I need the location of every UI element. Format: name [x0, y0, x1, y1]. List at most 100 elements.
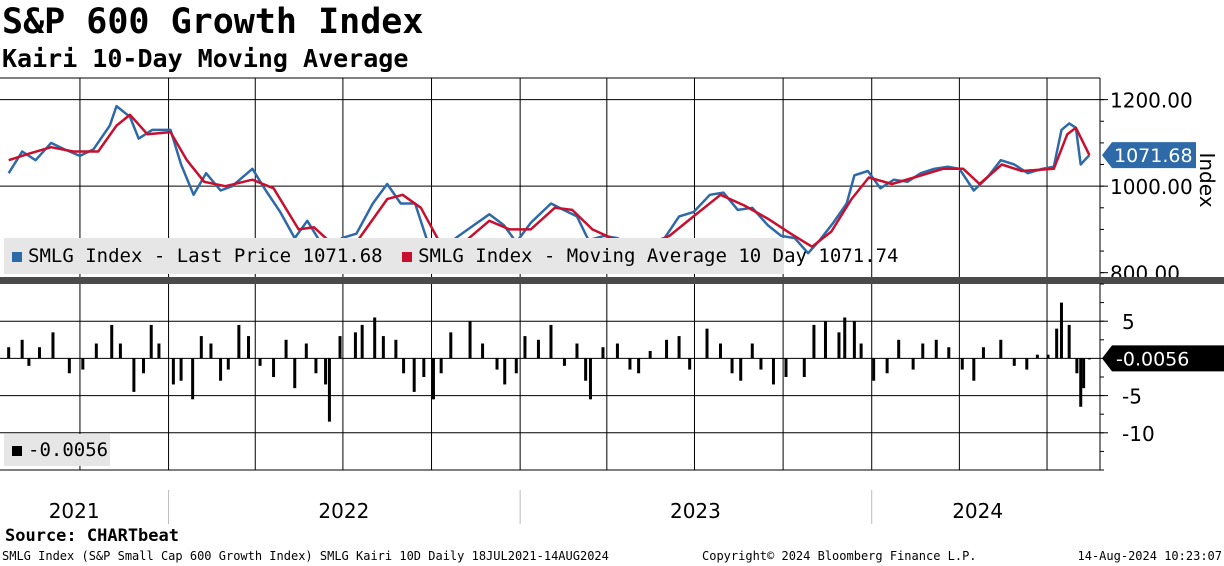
- kairi-bar: [284, 339, 288, 359]
- kairi-bar: [199, 336, 203, 359]
- x-tick-label: 2023: [670, 499, 721, 523]
- kairi-bar: [911, 358, 915, 370]
- kairi-bar: [324, 358, 328, 385]
- kairi-bar: [449, 332, 453, 359]
- y-tick-label: -10: [1122, 422, 1155, 446]
- kairi-bar: [304, 343, 308, 359]
- chart-title: S&P 600 Growth Index: [2, 2, 424, 42]
- y-axis-label: Index: [1195, 152, 1219, 207]
- y-tick-label: 1000.00: [1110, 175, 1193, 199]
- moving-average-swatch: [402, 251, 413, 262]
- kairi-bar: [837, 332, 841, 359]
- kairi-bar: [353, 332, 357, 359]
- kairi-bar: [373, 317, 377, 359]
- kairi-bar: [677, 336, 681, 359]
- kairi-bar: [802, 358, 806, 377]
- kairi-bar: [730, 358, 734, 374]
- last-price-callout: [1102, 142, 1196, 169]
- x-tick-label: 2021: [49, 499, 100, 523]
- kairi-bar: [27, 358, 31, 366]
- kairi-bar: [209, 343, 213, 359]
- kairi-bar: [314, 358, 318, 374]
- y-tick-label: 5: [1122, 310, 1135, 334]
- kairi-bar: [495, 358, 499, 370]
- kairi-bar: [1075, 358, 1079, 374]
- kairi-bar: [1059, 302, 1063, 359]
- kairi-bar: [823, 321, 827, 359]
- kairi-bar: [514, 358, 518, 374]
- y-tick-label: 1200.00: [1110, 89, 1193, 113]
- kairi-bar: [665, 339, 669, 359]
- kairi-bar: [412, 358, 416, 392]
- kairi-bar: [934, 339, 938, 359]
- kairi-legend-label: -0.0056: [28, 439, 109, 461]
- kairi-bar: [1055, 328, 1059, 359]
- kairi-bar: [852, 321, 856, 359]
- kairi-bar: [648, 350, 652, 359]
- last-price-legend-label: SMLG Index - Last Price 1071.68: [28, 245, 383, 267]
- kairi-bar: [523, 336, 527, 359]
- kairi-bar: [999, 339, 1003, 359]
- kairi-bar: [191, 358, 195, 400]
- kairi-bar: [132, 358, 136, 392]
- kairi-bar: [157, 343, 161, 359]
- kairi-bar: [503, 358, 507, 385]
- kairi-bar: [601, 347, 605, 359]
- kairi-bar: [705, 328, 709, 359]
- kairi-bar: [338, 336, 342, 359]
- moving-average-line: [8, 113, 1091, 248]
- panel-separator: [0, 277, 1224, 284]
- kairi-bar: [843, 317, 847, 359]
- kairi-callout-text: -0.0056: [1116, 348, 1189, 370]
- kairi-bar: [562, 358, 566, 366]
- kairi-bar: [431, 358, 435, 400]
- kairi-bar: [921, 343, 925, 359]
- kairi-bar: [237, 324, 241, 359]
- x-tick-label: 2024: [952, 499, 1003, 523]
- last-price-callout-text: 1071.68: [1114, 145, 1193, 167]
- last-price-swatch: [12, 251, 22, 262]
- kairi-bar: [20, 339, 24, 359]
- kairi-bar: [67, 358, 71, 374]
- kairi-bar: [859, 343, 863, 359]
- kairi-bar: [381, 336, 385, 359]
- kairi-bar: [468, 321, 472, 359]
- kairi-bar: [219, 358, 223, 381]
- kairi-bar: [584, 358, 588, 381]
- kairi-bar: [885, 358, 889, 374]
- kairi-bar: [1082, 358, 1086, 389]
- kairi-bar: [422, 358, 426, 377]
- kairi-bar: [615, 343, 619, 359]
- kairi-bar: [226, 358, 230, 370]
- kairi-bar: [897, 339, 901, 359]
- kairi-bar: [628, 358, 632, 370]
- kairi-bar: [1012, 358, 1016, 366]
- kairi-bar: [7, 347, 11, 359]
- kairi-bar: [1046, 354, 1050, 359]
- source-note: Source: CHARTbeat: [5, 526, 179, 546]
- last-price-line: [7, 104, 1091, 257]
- kairi-bar: [1079, 358, 1083, 407]
- chart-subtitle: Kairi 10-Day Moving Average: [2, 44, 409, 73]
- kairi-swatch: [12, 445, 22, 456]
- footer-description: SMLG Index (S&P Small Cap 600 Growth Ind…: [2, 549, 609, 563]
- kairi-bar: [360, 324, 364, 359]
- kairi-bar: [394, 339, 398, 359]
- kairi-bar: [272, 358, 276, 377]
- kairi-bar: [1025, 358, 1029, 370]
- kairi-bar: [293, 358, 297, 389]
- kairi-bar: [142, 358, 146, 374]
- moving-average-legend-item: SMLG Index - Moving Average 10 Day 1071.…: [394, 245, 899, 267]
- kairi-bar: [549, 324, 553, 359]
- kairi-bar: [94, 343, 98, 359]
- kairi-bar: [179, 358, 183, 381]
- kairi-bar: [258, 358, 262, 366]
- kairi-bar: [481, 343, 485, 359]
- kairi-bar: [739, 358, 743, 381]
- kairi-bar: [688, 358, 692, 370]
- kairi-bar: [637, 358, 641, 374]
- kairi-bar: [972, 358, 976, 381]
- kairi-legend: -0.0056: [4, 434, 110, 466]
- kairi-bar: [118, 343, 122, 359]
